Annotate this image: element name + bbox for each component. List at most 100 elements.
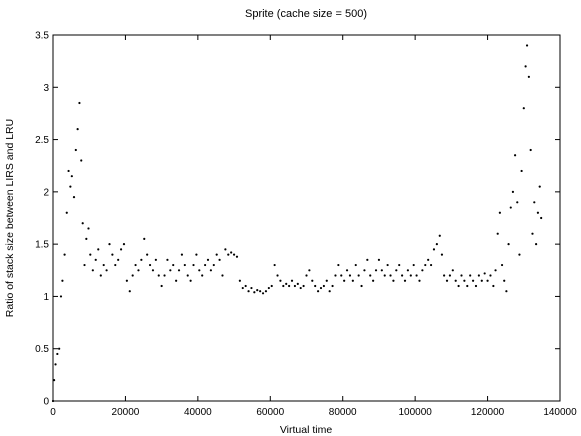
data-point [466, 284, 469, 288]
data-point [270, 284, 273, 288]
data-point [299, 286, 302, 290]
data-point [328, 290, 331, 293]
data-point [186, 274, 189, 277]
data-point [52, 378, 56, 382]
x-tick-label: 0 [50, 407, 56, 418]
data-point [227, 253, 230, 256]
data-point [474, 284, 478, 288]
data-point [427, 258, 430, 261]
data-point [319, 286, 323, 290]
data-point [409, 274, 412, 277]
data-point [496, 232, 499, 235]
data-point [177, 269, 181, 272]
data-point [471, 279, 475, 282]
data-point [206, 258, 210, 261]
data-point [256, 289, 259, 292]
data-point [296, 282, 299, 285]
data-point [143, 237, 146, 241]
data-point [524, 65, 527, 68]
data-point [500, 263, 504, 267]
y-tick-label: 2 [43, 187, 49, 198]
data-point [448, 274, 452, 277]
data-point [403, 279, 407, 282]
data-point [516, 201, 519, 204]
data-point [293, 284, 297, 288]
data-series [51, 44, 543, 403]
data-point [140, 258, 143, 261]
data-point [372, 279, 375, 282]
data-point [360, 284, 363, 288]
data-point [108, 243, 111, 246]
data-point [80, 159, 83, 162]
data-point [440, 253, 444, 256]
data-point [498, 211, 501, 214]
data-point [221, 274, 224, 277]
data-point [535, 243, 538, 246]
y-tick-label: 2.5 [35, 135, 49, 146]
data-point [282, 284, 285, 288]
data-point [72, 195, 76, 199]
data-point [527, 75, 530, 78]
data-point [183, 263, 186, 267]
data-point [492, 284, 495, 288]
data-point [331, 284, 334, 288]
data-point [511, 190, 515, 193]
data-point [363, 269, 366, 272]
data-point [114, 263, 117, 267]
data-point [513, 154, 517, 157]
data-point [201, 274, 204, 277]
data-point [259, 290, 262, 293]
data-point [148, 263, 152, 267]
data-point [131, 274, 134, 277]
data-point [529, 148, 532, 152]
y-tick-label: 1 [43, 292, 49, 303]
data-point [232, 253, 236, 256]
data-point [308, 269, 311, 272]
y-tick-label: 0.5 [35, 344, 49, 355]
data-point [412, 263, 415, 267]
data-point [122, 243, 126, 246]
y-axis: 0 0.5 1 1.5 2 2.5 3 3.5 [35, 31, 560, 408]
data-point [415, 274, 418, 277]
data-point [383, 274, 386, 277]
data-point [253, 291, 256, 294]
data-point [483, 272, 486, 275]
data-point [61, 279, 64, 282]
data-point [218, 258, 221, 261]
data-point [189, 279, 192, 282]
data-point [377, 258, 381, 261]
data-point [85, 237, 88, 241]
y-tick-label: 3 [43, 83, 49, 94]
data-point [157, 274, 160, 277]
x-axis-label: Virtual time [280, 424, 332, 436]
data-point [345, 269, 349, 272]
data-point [154, 258, 157, 261]
data-point [58, 347, 61, 350]
data-point [334, 274, 337, 277]
data-point [163, 274, 166, 277]
data-point [238, 279, 241, 282]
data-point [59, 295, 63, 298]
data-point [261, 292, 265, 295]
data-point [343, 279, 346, 282]
data-point [325, 279, 328, 282]
data-point [480, 279, 483, 282]
data-point [119, 248, 123, 251]
data-point [285, 282, 288, 285]
data-point [531, 232, 534, 235]
data-point [386, 263, 389, 267]
data-point [454, 279, 457, 282]
x-tick-label: 80000 [329, 407, 357, 418]
data-point [316, 290, 320, 293]
chart-title: Sprite (cache size = 500) [245, 8, 367, 20]
data-point [322, 284, 325, 288]
x-tick-label: 120000 [471, 407, 505, 418]
data-point [311, 279, 314, 282]
data-point [418, 279, 421, 282]
x-axis: 0 20000 40000 60000 80000 100000 120000 140000 [50, 35, 577, 418]
x-tick-label: 20000 [112, 407, 140, 418]
data-point [432, 248, 436, 251]
x-tick-label: 140000 [543, 407, 577, 418]
data-point [357, 274, 360, 277]
data-point [380, 269, 383, 272]
